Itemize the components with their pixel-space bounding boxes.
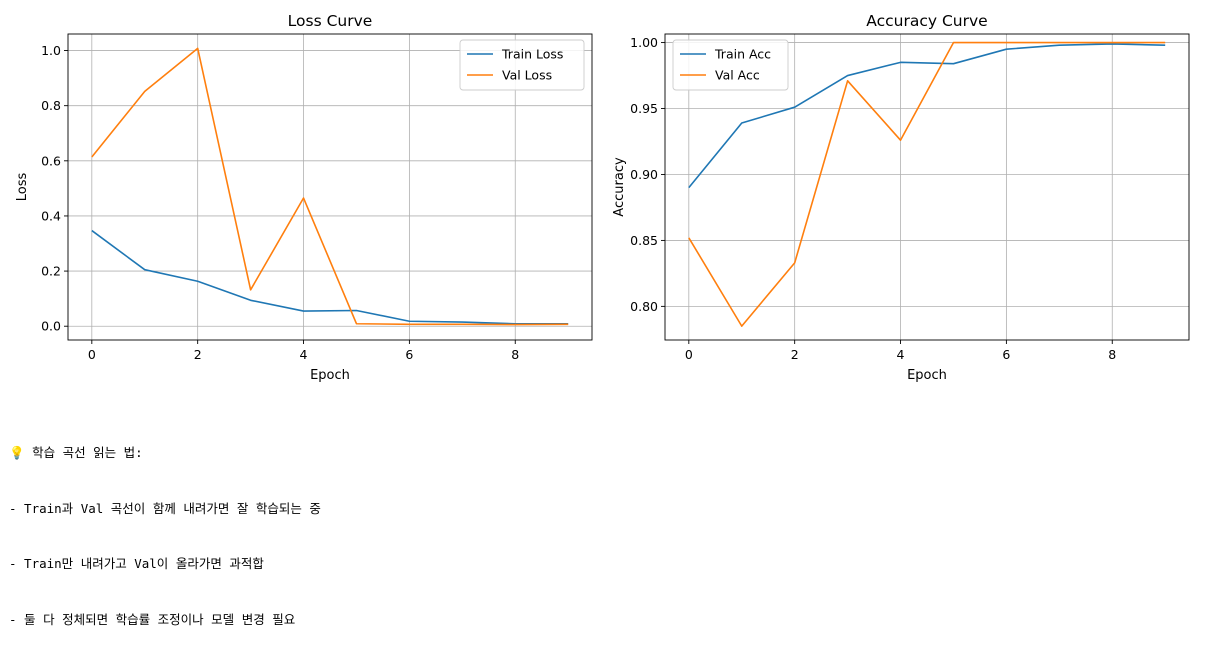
series-line-train-acc (688, 43, 1166, 189)
y-tick-label: 0.90 (630, 167, 658, 182)
x-tick-label: 2 (194, 347, 202, 362)
y-tick-label: 1.0 (41, 43, 61, 58)
y-axis-label: Accuracy (612, 157, 627, 217)
legend-label: Train Loss (501, 47, 563, 62)
series-line-val-acc (688, 41, 1166, 327)
x-tick-label: 0 (685, 347, 693, 362)
legend: Train Acc Val Acc (672, 39, 789, 91)
plot-frame (67, 33, 593, 341)
y-tick-label: 0.80 (630, 299, 658, 314)
series-line-val-loss (91, 47, 569, 326)
notes-panel: 💡 학습 곡선 읽는 법: - Train과 Val 곡선이 함께 내려가면 잘… (9, 407, 321, 648)
y-tick-label: 0.6 (41, 153, 61, 168)
x-axis-label: Epoch (310, 368, 350, 383)
y-tick-label: 0.95 (630, 101, 658, 116)
x-tick-label: 0 (88, 347, 96, 362)
legend-label: Train Acc (714, 47, 771, 62)
legend-box (672, 39, 789, 91)
x-tick-label: 6 (405, 347, 413, 362)
x-axis-label: Epoch (907, 368, 947, 383)
loss-chart: 0 2 4 6 8 0.0 0.2 0.4 0.6 0.8 1.0 Loss Curve Epoch Lo… (15, 12, 593, 383)
notes-line-1: 💡 학습 곡선 읽는 법: (9, 445, 143, 460)
legend-label: Val Loss (502, 68, 552, 83)
y-axis-label: Loss (15, 173, 30, 202)
accuracy-chart: 0 2 4 6 8 0.80 0.85 0.90 0.95 1.00 Accuracy Curve E… (612, 12, 1190, 383)
y-tick-label: 0.85 (630, 233, 658, 248)
chart-title: Accuracy Curve (866, 12, 987, 30)
y-tick-label: 0.0 (41, 319, 61, 334)
y-tick-label: 0.2 (41, 264, 61, 279)
x-tick-label: 4 (897, 347, 905, 362)
x-tick-label: 6 (1002, 347, 1010, 362)
notes-line-4: - 둘 다 정체되면 학습률 조정이나 모델 변경 필요 (9, 611, 296, 627)
legend-label: Val Acc (715, 68, 760, 83)
x-tick-label: 2 (791, 347, 799, 362)
x-tick-label: 8 (511, 347, 519, 362)
notes-line-3: - Train만 내려가고 Val이 올라가면 과적합 (9, 556, 264, 571)
series-line-train-loss (91, 229, 569, 325)
x-tick-label: 8 (1108, 347, 1116, 362)
y-tick-label: 0.8 (41, 98, 61, 113)
legend-box (459, 39, 585, 91)
notes-line-2: - Train과 Val 곡선이 함께 내려가면 잘 학습되는 중 (9, 500, 321, 516)
y-tick-label: 1.00 (630, 35, 658, 50)
x-tick-label: 4 (300, 347, 308, 362)
y-tick-label: 0.4 (41, 208, 61, 223)
plot-frame (664, 33, 1190, 341)
chart-title: Loss Curve (288, 12, 373, 30)
legend: Train Loss Val Loss (459, 39, 585, 91)
figure: 0 2 4 6 8 0.0 0.2 0.4 0.6 0.8 1.0 Loss Curve Epoch Lo… (15, 12, 1190, 383)
